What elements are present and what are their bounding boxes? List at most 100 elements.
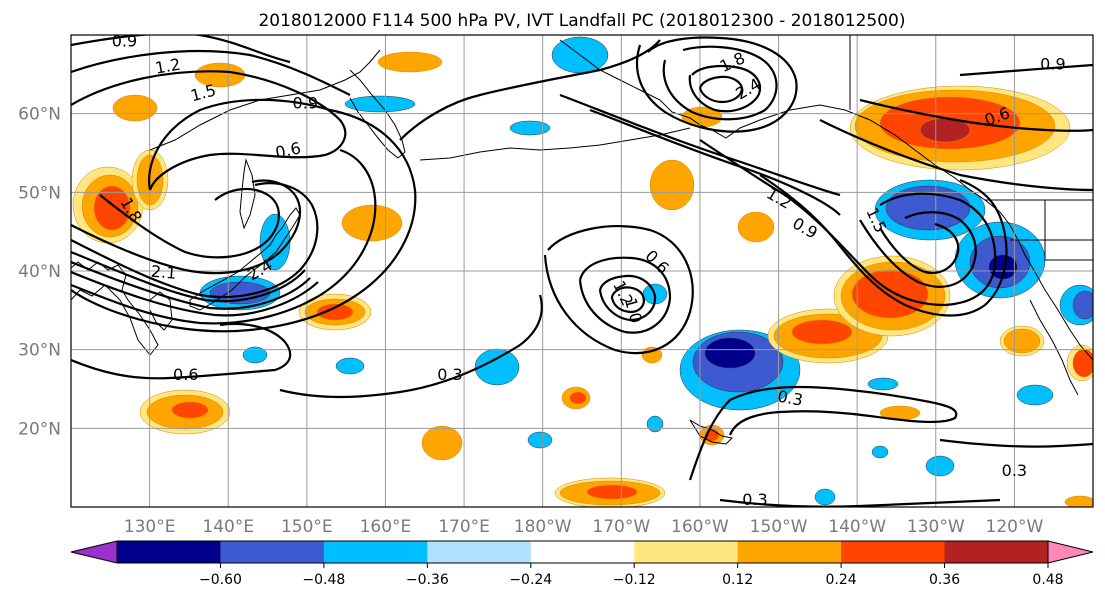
latitude-label: 20°N [18,419,61,439]
pv-contours [71,35,1093,507]
contour-line [759,174,1008,317]
ivt-anomaly-patch [527,431,553,449]
ivt-shading [72,36,1093,507]
contour-line [859,211,977,288]
colorbar-segment [737,541,842,563]
longitude-label: 170°E [438,517,490,537]
contour-label: 0.3 [742,490,767,509]
contour-line [662,45,778,121]
latitude-labels: 20°N 30°N 40°N 50°N 60°N [18,105,61,440]
contour-line [71,35,291,64]
coastline-aleutians [419,127,691,161]
contour-line [636,36,798,133]
coastline-okhotsk [149,49,381,151]
colorbar-extend-low [70,540,118,564]
colorbar-tick-label: 0.48 [1032,572,1063,588]
ivt-anomaly-patch [1072,290,1093,320]
contour-label: 0.6 [173,365,198,384]
contour-line [399,39,661,141]
contour-line [879,222,960,274]
contour-label: 1.2 [763,184,795,213]
contour-label: 1.2 [154,55,182,78]
contour-line [819,119,1093,192]
longitude-label: 160°W [671,517,729,537]
contour-line [71,322,292,380]
contour-line [959,63,1093,77]
contour-label: 0.9 [293,94,318,113]
longitude-label: 130°E [124,517,176,537]
contour-line [578,256,672,334]
colorbar: −0.60 −0.48 −0.36 −0.24 −0.12 0.12 0.24 0.36 0.4… [70,540,1094,588]
ivt-anomaly-patch [1003,328,1041,354]
ivt-anomaly-patch [925,455,955,477]
contour-line [71,260,311,310]
latitude-label: 60°N [18,105,61,125]
ivt-anomaly-patch [814,488,836,506]
contour-line [71,250,306,303]
ivt-anomaly-patch [569,391,587,405]
coastline-korea [149,291,173,331]
contour-label: 0.3 [437,365,462,384]
contour-label: 2.1 [150,262,177,283]
map-area: 0.91.21.5 0.90.61.82.1 2.40.6 0.31.82.41.20… [71,32,1093,509]
ivt-anomaly-patch [316,303,354,321]
ivt-anomaly-patch [341,204,403,242]
ivt-anomaly-patch [474,348,520,386]
ivt-anomaly-patch [171,401,209,419]
ivt-anomaly-patch [242,346,268,364]
longitude-label: 160°E [360,517,412,537]
contour-label: 0.6 [641,246,672,277]
ivt-anomaly-patch [791,319,853,345]
contour-line [279,294,543,399]
latitude-label: 40°N [18,262,61,282]
ivt-anomaly-patch [1064,495,1093,507]
ivt-anomaly-patch [737,211,775,243]
contour-label: 0.3 [1002,461,1027,480]
contour-label: 0.3 [776,387,804,410]
contour-label: 0.9 [112,32,137,51]
contour-line [71,70,347,191]
longitude-label: 180°W [514,517,572,537]
ivt-anomaly-patch [641,346,663,364]
contour-label: 1.5 [188,80,218,105]
contour-line [610,286,645,314]
ivt-anomaly-patch [646,415,664,433]
colorbar-segment [634,541,739,563]
contour-line [71,148,377,325]
colorbar-segment [323,541,428,563]
contour-line [589,108,841,216]
longitude-labels: 130°E 140°E 150°E 160°E 170°E 180°W 170°W 160°W… [124,517,1044,537]
ivt-anomaly-patch [871,445,889,459]
latitude-label: 30°N [18,341,61,361]
contour-line [543,224,694,355]
contour-label: 2.4 [732,74,764,103]
ivt-anomaly-patch [867,377,899,391]
ivt-anomaly-patch [1072,348,1093,378]
contour-line [699,139,997,307]
longitude-label: 130°W [907,517,965,537]
ivt-anomaly-patch [586,484,638,500]
colorbar-tick-label: 0.12 [722,572,753,588]
contour-line [698,75,744,104]
hawaii-islands [689,419,734,445]
contour-line [939,438,1093,448]
colorbar-tick-label: −0.48 [302,572,345,588]
colorbar-tick-label: 0.24 [826,572,857,588]
ivt-anomaly-patch [377,51,443,73]
colorbar-segment [530,541,635,563]
latitude-label: 50°N [18,183,61,203]
longitude-label: 140°E [202,517,254,537]
ivt-anomaly-patch [704,337,756,369]
contour-line [71,182,319,299]
contour-line [598,274,657,322]
ivt-anomaly-patch [421,425,463,461]
ivt-anomaly-patch [335,357,365,375]
contour-line [688,64,762,113]
contour-line [71,49,351,96]
coastline-sakhalin [239,158,256,230]
colorbar-tick-label: 0.36 [929,572,960,588]
contour-label: 1.8 [717,48,748,76]
map-frame [70,34,1094,508]
colorbar-segment [117,541,221,563]
